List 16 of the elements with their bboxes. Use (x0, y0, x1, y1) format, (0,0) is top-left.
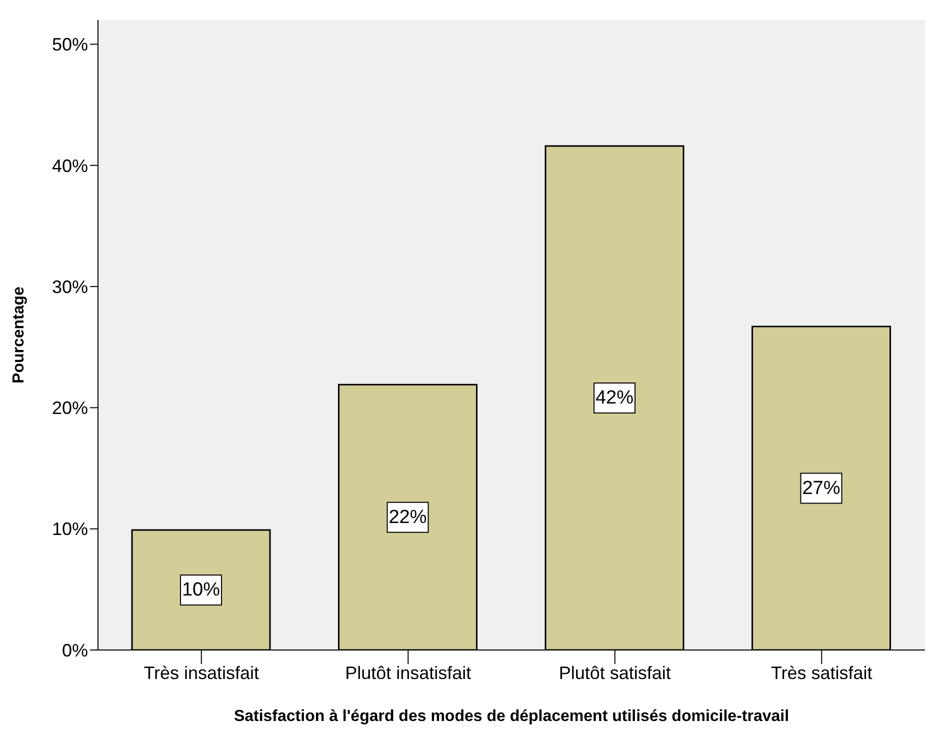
y-tick-label: 10% (52, 519, 88, 540)
y-tick-label: 20% (52, 398, 88, 418)
y-tick-label: 40% (52, 156, 88, 176)
y-tick-label: 50% (52, 34, 88, 55)
data-label: 42% (595, 388, 634, 408)
x-tick-label: Très satisfait (770, 662, 872, 683)
y-tick-label: 30% (52, 276, 88, 297)
x-axis-title: Satisfaction à l'égard des modes de déplacement utilisés domicile-travail (234, 708, 790, 725)
data-label: 27% (802, 478, 840, 499)
y-tick-label: 0% (62, 640, 88, 660)
x-tick-label: Plutôt insatisfait (345, 662, 472, 683)
x-tick-label: Très insatisfait (144, 662, 260, 683)
data-label: 22% (388, 506, 427, 528)
data-label: 10% (182, 580, 220, 601)
x-tick-label: Plutôt satisfait (558, 662, 671, 683)
y-axis-title: Pourcentage (10, 286, 28, 384)
